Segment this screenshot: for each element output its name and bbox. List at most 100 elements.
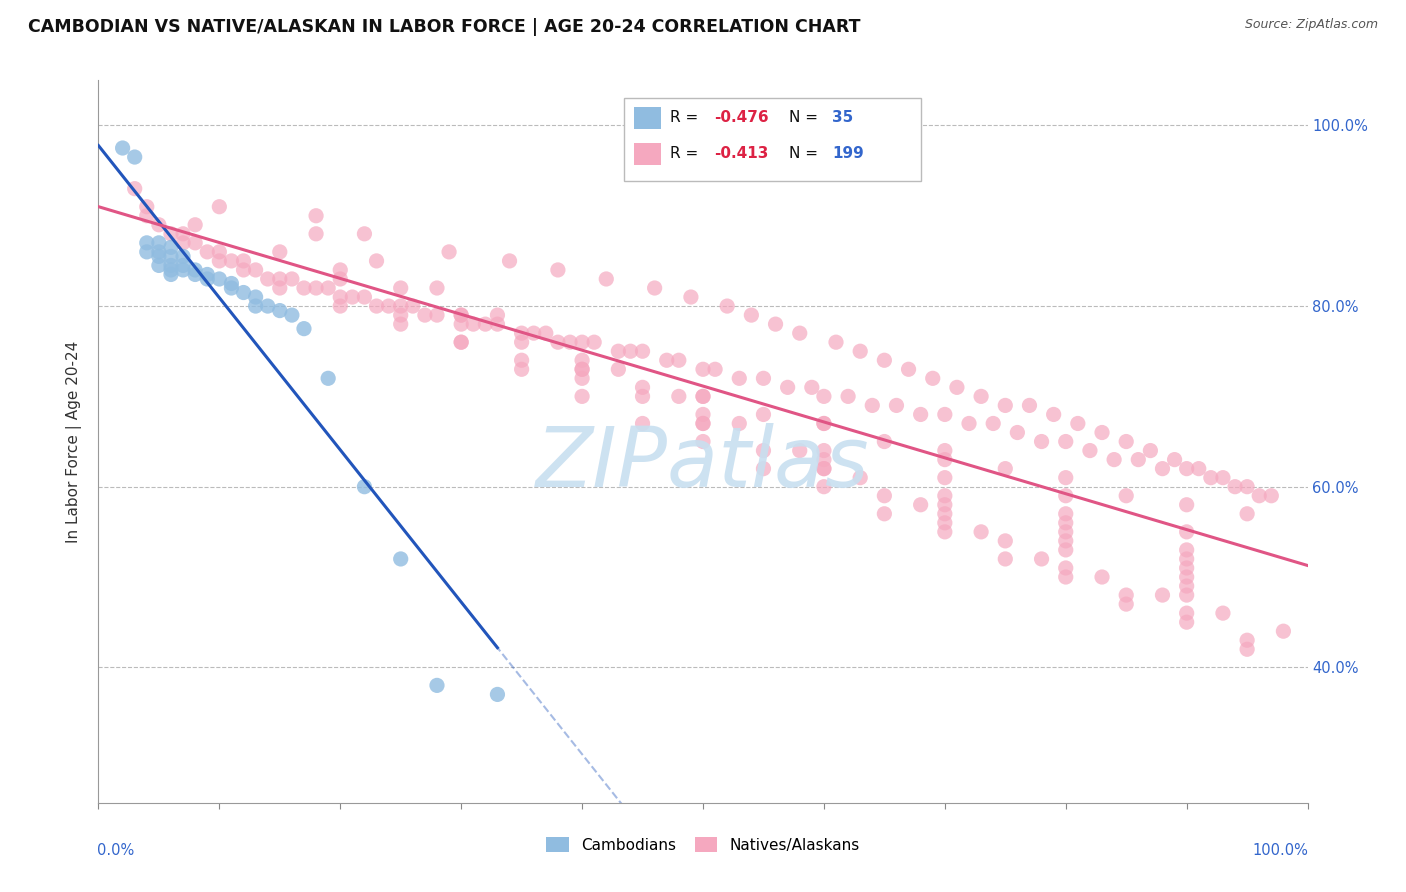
Point <box>631 389 654 403</box>
Point <box>934 452 956 467</box>
Point <box>232 285 254 300</box>
Point <box>1175 579 1198 593</box>
Point <box>631 417 654 431</box>
Point <box>789 443 811 458</box>
Point <box>474 317 496 331</box>
Legend: Cambodians, Natives/Alaskans: Cambodians, Natives/Alaskans <box>538 829 868 860</box>
Point <box>1175 461 1198 475</box>
Point <box>221 254 243 268</box>
Point <box>644 281 666 295</box>
Point <box>437 244 460 259</box>
Point <box>305 281 328 295</box>
Point <box>426 678 449 692</box>
Point <box>934 489 956 503</box>
Point <box>558 335 581 350</box>
Point <box>800 380 823 394</box>
Point <box>910 498 932 512</box>
Point <box>111 141 134 155</box>
Point <box>195 272 218 286</box>
Point <box>195 268 218 282</box>
Point <box>934 498 956 512</box>
Point <box>860 398 883 412</box>
Point <box>571 362 593 376</box>
Point <box>1212 471 1234 485</box>
Point <box>595 272 617 286</box>
Point <box>402 299 425 313</box>
Point <box>873 434 896 449</box>
Point <box>692 389 714 403</box>
Point <box>921 371 943 385</box>
Point <box>679 290 702 304</box>
Point <box>1054 533 1077 548</box>
Point <box>329 263 352 277</box>
Point <box>1260 489 1282 503</box>
Point <box>1128 452 1150 467</box>
Point <box>534 326 557 341</box>
Y-axis label: In Labor Force | Age 20-24: In Labor Force | Age 20-24 <box>66 341 83 542</box>
Point <box>934 524 956 539</box>
Point <box>256 299 278 313</box>
Point <box>160 259 183 273</box>
Point <box>571 389 593 403</box>
Point <box>366 254 388 268</box>
Point <box>305 209 328 223</box>
Point <box>1054 489 1077 503</box>
Point <box>571 353 593 368</box>
Point <box>1175 588 1198 602</box>
Text: R =: R = <box>671 145 703 161</box>
Text: -0.476: -0.476 <box>714 110 769 125</box>
Point <box>377 299 399 313</box>
Point <box>981 417 1004 431</box>
Point <box>1031 434 1053 449</box>
Point <box>353 290 375 304</box>
Point <box>934 408 956 422</box>
Point <box>813 461 835 475</box>
Point <box>486 687 509 701</box>
Point <box>172 235 194 250</box>
Point <box>172 259 194 273</box>
Point <box>1212 606 1234 620</box>
Point <box>1054 434 1077 449</box>
Point <box>208 272 231 286</box>
Point <box>1175 552 1198 566</box>
Point <box>172 263 194 277</box>
Point <box>413 308 436 322</box>
Point <box>450 308 472 322</box>
Point <box>486 317 509 331</box>
Point <box>353 480 375 494</box>
Point <box>160 227 183 241</box>
Point <box>426 281 449 295</box>
Point <box>329 299 352 313</box>
Point <box>1236 507 1258 521</box>
Point <box>1067 417 1090 431</box>
Point <box>195 244 218 259</box>
Point <box>269 281 291 295</box>
Point <box>510 326 533 341</box>
Point <box>692 362 714 376</box>
Point <box>463 317 485 331</box>
Point <box>245 290 267 304</box>
Point <box>135 235 157 250</box>
Point <box>825 335 848 350</box>
Point <box>160 240 183 254</box>
Point <box>692 408 714 422</box>
Point <box>1115 588 1137 602</box>
Point <box>292 321 315 335</box>
FancyBboxPatch shape <box>624 98 921 181</box>
Point <box>269 272 291 286</box>
Point <box>873 353 896 368</box>
Point <box>849 344 872 359</box>
Point <box>450 335 472 350</box>
Point <box>232 254 254 268</box>
Point <box>160 268 183 282</box>
Point <box>1054 471 1077 485</box>
Point <box>607 362 630 376</box>
Point <box>160 263 183 277</box>
Bar <box>634 107 661 128</box>
Text: ZIPatlas: ZIPatlas <box>536 423 870 504</box>
Point <box>281 272 304 286</box>
Point <box>934 443 956 458</box>
Point <box>426 308 449 322</box>
Text: CAMBODIAN VS NATIVE/ALASKAN IN LABOR FORCE | AGE 20-24 CORRELATION CHART: CAMBODIAN VS NATIVE/ALASKAN IN LABOR FOR… <box>28 18 860 36</box>
Point <box>1199 471 1222 485</box>
